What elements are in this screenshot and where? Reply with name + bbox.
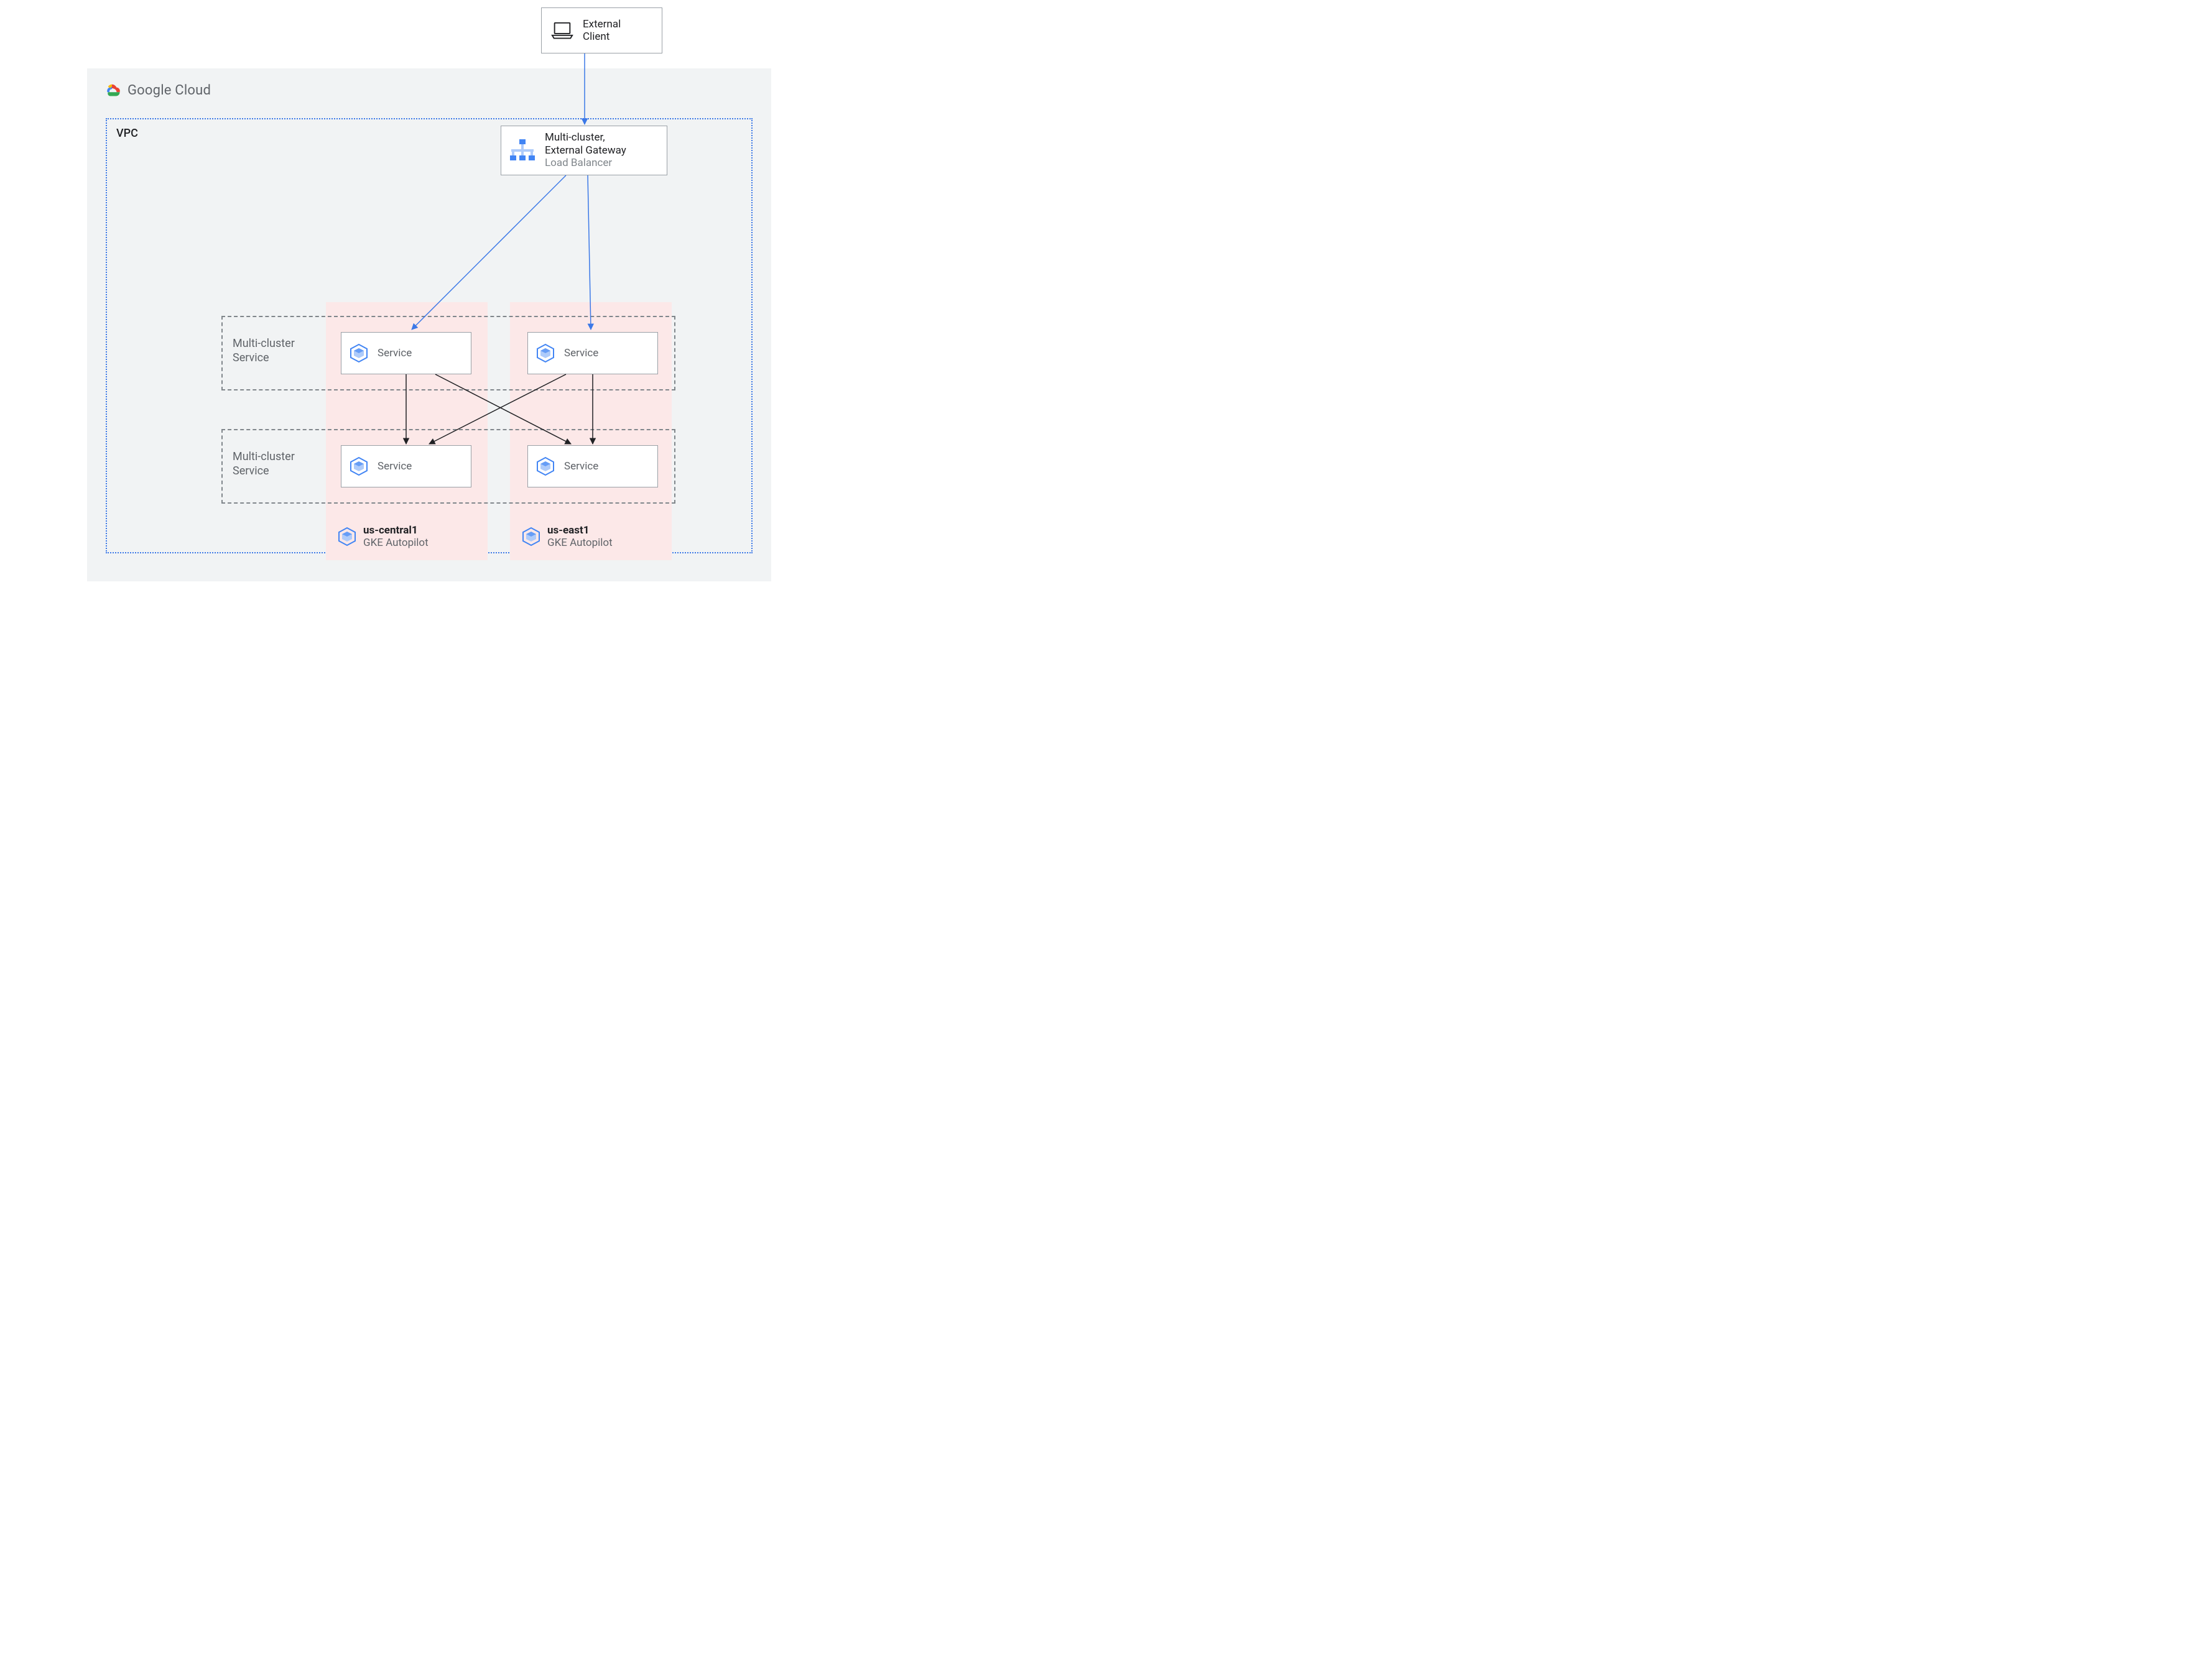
vpc-label: VPC — [116, 127, 138, 140]
mcs-label-line2: Service — [233, 351, 295, 366]
gateway-line1: Multi-cluster, — [545, 131, 626, 144]
external-client-node: External Client — [541, 7, 662, 53]
service-r1-c0: Service — [341, 445, 471, 487]
external-client-line1: External — [583, 18, 621, 30]
gke-icon — [535, 343, 555, 363]
google-cloud-logo-icon — [103, 82, 121, 98]
gateway-subtitle: Load Balancer — [545, 157, 626, 169]
gke-icon — [535, 456, 555, 476]
diagram-canvas: Google Cloud VPC External Client — [0, 0, 788, 599]
gke-icon — [349, 456, 369, 476]
gateway-node: Multi-cluster, External Gateway Load Bal… — [501, 126, 667, 175]
cluster-subtitle: GKE Autopilot — [363, 537, 429, 549]
gateway-line2: External Gateway — [545, 144, 626, 157]
service-label: Service — [378, 347, 412, 359]
gcp-title: Google Cloud — [127, 83, 211, 98]
mcs-label-line1: Multi-cluster — [233, 337, 295, 351]
cluster-name: us-east1 — [547, 524, 613, 537]
service-r0-c0: Service — [341, 332, 471, 374]
gcp-header: Google Cloud — [103, 82, 211, 98]
load-balancer-icon — [509, 137, 536, 164]
external-client-line2: Client — [583, 30, 621, 43]
gke-icon — [349, 343, 369, 363]
cluster-subtitle: GKE Autopilot — [547, 537, 613, 549]
cluster-name: us-central1 — [363, 524, 429, 537]
service-r1-c1: Service — [527, 445, 658, 487]
service-label: Service — [378, 460, 412, 473]
laptop-icon — [550, 21, 574, 40]
mcs-label-line2: Service — [233, 464, 295, 479]
mcs-label-line1: Multi-cluster — [233, 450, 295, 464]
service-r0-c1: Service — [527, 332, 658, 374]
gke-icon — [337, 527, 357, 547]
service-label: Service — [564, 347, 598, 359]
service-label: Service — [564, 460, 598, 473]
gke-icon — [521, 527, 541, 547]
